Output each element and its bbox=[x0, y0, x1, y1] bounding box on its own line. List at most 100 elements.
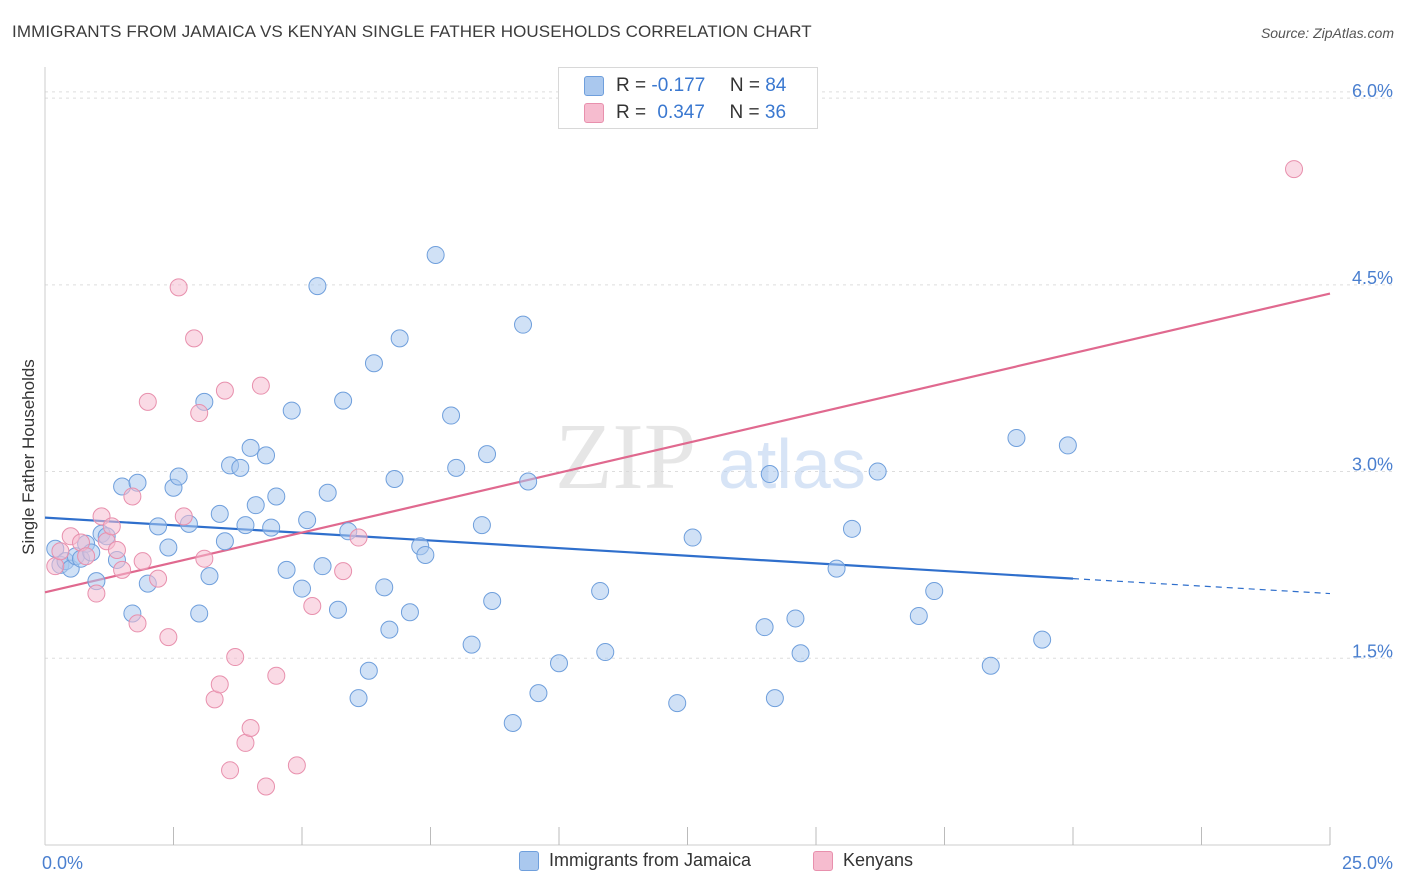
jamaica-point bbox=[925, 582, 944, 601]
tick-labels: 1.5% 3.0% 4.5% 6.0% 0.0% 25.0% bbox=[42, 81, 1393, 873]
jamaica-point bbox=[426, 245, 445, 264]
kenyan-point bbox=[303, 596, 322, 615]
jamaica-point bbox=[400, 603, 419, 622]
trend-lines bbox=[44, 292, 1331, 595]
kenyan-point bbox=[267, 666, 286, 685]
n-value-jamaica: 84 bbox=[765, 75, 787, 96]
kenyan-point bbox=[251, 376, 270, 395]
jamaica-point bbox=[246, 496, 265, 515]
jamaica-trend-line bbox=[44, 516, 1074, 580]
legend-label-kenyans: Kenyans bbox=[843, 850, 914, 870]
jamaica-point bbox=[981, 656, 1000, 675]
kenyan-trend-line bbox=[44, 292, 1331, 594]
kenyan-point bbox=[77, 547, 96, 566]
kenyan-point bbox=[159, 628, 178, 647]
jamaica-point bbox=[241, 438, 260, 457]
watermark: ZIP atlas bbox=[555, 405, 866, 509]
jamaica-point bbox=[262, 518, 281, 537]
jamaica-point bbox=[791, 644, 810, 663]
r-value-jamaica: -0.177 bbox=[651, 75, 706, 96]
kenyan-point bbox=[138, 392, 157, 411]
legend-item-jamaica: Immigrants from Jamaica bbox=[519, 850, 751, 871]
correlation-legend: R = -0.177 N = 84 R = 0.347 N = 36 bbox=[558, 67, 818, 129]
kenyan-point bbox=[195, 549, 214, 568]
jamaica-point bbox=[1033, 630, 1052, 649]
n-label: N = bbox=[729, 102, 760, 123]
jamaica-point bbox=[210, 504, 229, 523]
jamaica-point bbox=[760, 465, 779, 484]
jamaica-point bbox=[909, 606, 928, 625]
jamaica-point bbox=[277, 560, 296, 579]
jamaica-point bbox=[519, 472, 538, 491]
kenyan-point bbox=[205, 690, 224, 709]
jamaica-point bbox=[765, 689, 784, 708]
jamaica-point bbox=[786, 609, 805, 628]
kenyan-point bbox=[128, 614, 147, 633]
kenyan-point bbox=[133, 552, 152, 571]
jamaica-point bbox=[483, 592, 502, 611]
y-tick-label: 6.0% bbox=[1352, 81, 1393, 101]
jamaica-point bbox=[380, 620, 399, 639]
jamaica-point bbox=[375, 578, 394, 597]
y-tick-label: 3.0% bbox=[1352, 455, 1393, 475]
jamaica-point bbox=[349, 689, 368, 708]
kenyan-point bbox=[113, 560, 132, 579]
legend-swatch-jamaica bbox=[584, 76, 604, 96]
jamaica-point bbox=[683, 528, 702, 547]
jamaica-point bbox=[447, 458, 466, 477]
jamaica-point bbox=[236, 516, 255, 535]
r-label: R = bbox=[616, 75, 647, 96]
kenyan-point bbox=[87, 584, 106, 603]
x-tick-label: 0.0% bbox=[42, 853, 83, 873]
kenyan-point bbox=[149, 569, 168, 588]
kenyan-point bbox=[102, 517, 121, 536]
jamaica-point bbox=[478, 445, 497, 464]
jamaica-point bbox=[596, 643, 615, 662]
jamaica-point bbox=[550, 654, 568, 673]
jamaica-point bbox=[334, 391, 353, 410]
jamaica-point bbox=[1007, 428, 1026, 447]
source-credit: Source: ZipAtlas.com bbox=[1260, 25, 1394, 41]
axes bbox=[44, 67, 1331, 846]
jamaica-point bbox=[328, 600, 347, 619]
kenyan-point bbox=[51, 542, 70, 561]
jamaica-point bbox=[231, 458, 250, 477]
kenyan-point bbox=[349, 528, 368, 547]
jamaica-point bbox=[868, 462, 887, 481]
y-tick-label: 1.5% bbox=[1352, 641, 1393, 661]
kenyan-point bbox=[210, 675, 229, 694]
kenyan-point bbox=[221, 761, 240, 780]
data-points bbox=[46, 160, 1304, 796]
jamaica-point bbox=[503, 714, 522, 733]
jamaica-point bbox=[190, 604, 209, 623]
jamaica-point bbox=[668, 694, 687, 713]
legend-swatch-kenyans bbox=[584, 103, 604, 123]
jamaica-point bbox=[169, 467, 188, 486]
jamaica-point bbox=[442, 406, 461, 425]
jamaica-point bbox=[200, 567, 219, 586]
jamaica-point bbox=[298, 511, 317, 530]
jamaica-point bbox=[755, 618, 774, 637]
jamaica-point bbox=[529, 684, 548, 703]
legend-swatch-kenyans bbox=[813, 850, 833, 871]
jamaica-point bbox=[282, 401, 301, 420]
series-legend: Immigrants from Jamaica Kenyans bbox=[0, 850, 1406, 880]
y-tick-label: 4.5% bbox=[1352, 268, 1393, 288]
kenyan-point bbox=[46, 557, 65, 576]
chart-title: IMMIGRANTS FROM JAMAICA VS KENYAN SINGLE… bbox=[12, 22, 812, 41]
jamaica-point bbox=[308, 277, 327, 296]
jamaica-point bbox=[390, 329, 409, 348]
jamaica-point bbox=[364, 354, 383, 373]
kenyan-point bbox=[185, 329, 204, 348]
kenyan-point bbox=[226, 648, 245, 667]
jamaica-point bbox=[267, 487, 286, 506]
r-value-kenyans: 0.347 bbox=[657, 102, 705, 123]
legend-label-jamaica: Immigrants from Jamaica bbox=[549, 850, 752, 870]
kenyan-point bbox=[174, 507, 193, 526]
jamaica-point bbox=[416, 545, 435, 564]
jamaica-point bbox=[313, 557, 332, 576]
kenyan-point bbox=[287, 756, 306, 775]
jamaica-point bbox=[159, 538, 178, 557]
grid-lines bbox=[45, 91, 1394, 659]
jamaica-point bbox=[385, 470, 404, 489]
